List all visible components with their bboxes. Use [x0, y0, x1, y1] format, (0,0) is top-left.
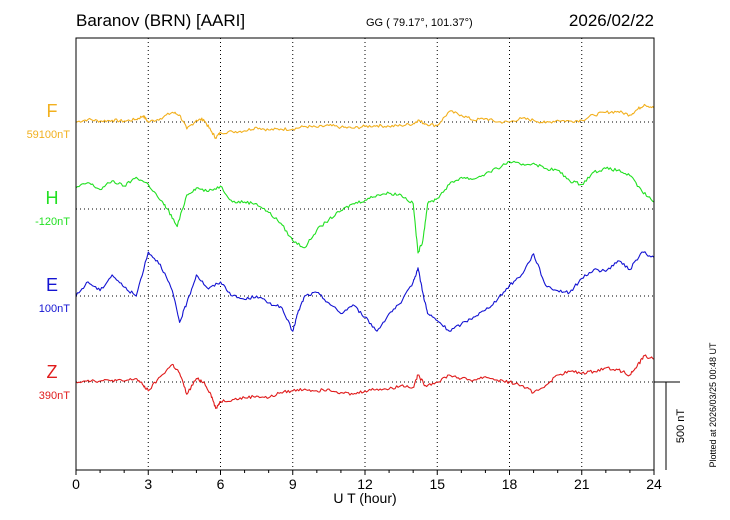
channel-labels: F 59100nT H -120nT E 100nT Z 390nT: [27, 101, 71, 402]
scale-bar-label: 500 nT: [675, 409, 687, 444]
x-tick-label-9: 9: [289, 476, 297, 492]
x-tick-label-0: 0: [72, 476, 80, 492]
baseline-label-E: 100nT: [39, 303, 70, 315]
baseline-label-F: 59100nT: [27, 129, 71, 141]
x-tick-label-15: 15: [429, 476, 445, 492]
x-tick-label-3: 3: [144, 476, 152, 492]
series-line-E: [75, 251, 655, 332]
scale-bar: 500 nT: [654, 381, 687, 470]
series-line-Z: [75, 354, 655, 409]
channel-name-E: E: [46, 275, 58, 295]
x-tick-label-6: 6: [217, 476, 225, 492]
baseline-label-H: -120nT: [35, 216, 70, 228]
coordinates-label: GG ( 79.17°, 101.37°): [366, 17, 473, 29]
x-tick-label-12: 12: [357, 476, 373, 492]
x-axis: 0 3 6 9 12 15 18 21 24: [72, 470, 662, 492]
channel-name-H: H: [46, 188, 59, 208]
grid-lines: [76, 38, 654, 470]
series-line-F: [75, 103, 655, 140]
baseline-label-Z: 390nT: [39, 390, 70, 402]
station-title: Baranov (BRN) [AARI]: [76, 11, 245, 30]
x-tick-label-21: 21: [574, 476, 590, 492]
x-axis-label: U T (hour): [333, 490, 396, 506]
date-label: 2026/02/22: [569, 11, 654, 30]
x-tick-label-24: 24: [646, 476, 662, 492]
plotted-note: Plotted at 2026/03/25 00:48 UT: [708, 342, 718, 468]
channel-name-F: F: [47, 101, 58, 121]
series-line-H: [75, 160, 655, 254]
x-tick-label-18: 18: [502, 476, 518, 492]
channel-name-Z: Z: [47, 362, 58, 382]
series-group: [75, 103, 655, 409]
